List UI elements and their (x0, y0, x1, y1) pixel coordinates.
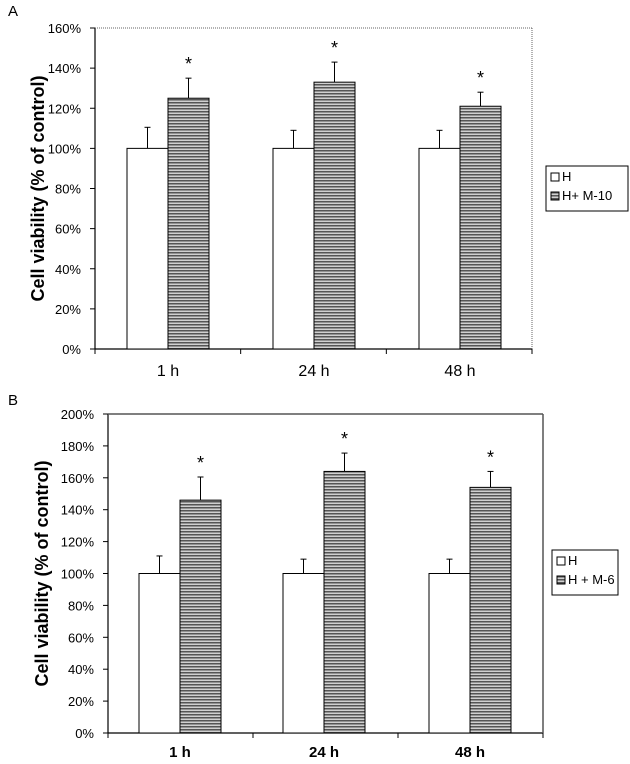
bar-h (272, 147, 315, 350)
x-category-label: 24 h (309, 744, 339, 761)
significance-marker: * (341, 429, 348, 449)
bar-treatment (313, 81, 356, 350)
legend-swatch-treatment (550, 191, 560, 201)
y-axis-label: Cell viability (% of control) (32, 460, 52, 686)
y-tick-label: 100% (48, 141, 82, 156)
y-tick-label: 40% (68, 662, 94, 677)
x-category-label: 1 h (157, 363, 179, 380)
significance-marker: * (487, 447, 494, 467)
y-tick-label: 80% (55, 182, 81, 197)
panel-label: B (8, 392, 18, 409)
y-tick-label: 160% (48, 21, 82, 36)
bar-treatment (167, 97, 210, 350)
legend-label: H+ M-10 (562, 188, 612, 203)
legend-label: H (568, 553, 577, 568)
y-tick-label: 180% (61, 439, 95, 454)
bar-treatment (469, 486, 512, 734)
y-tick-label: 140% (61, 503, 95, 518)
y-tick-label: 40% (55, 262, 81, 277)
legend-label: H (562, 169, 571, 184)
y-tick-label: 120% (61, 535, 95, 550)
y-tick-label: 160% (61, 471, 95, 486)
bar-treatment (179, 499, 222, 734)
bar-h (428, 573, 471, 734)
y-tick-label: 20% (55, 302, 81, 317)
y-tick-label: 60% (55, 222, 81, 237)
y-tick-label: 60% (68, 630, 94, 645)
panel-label: A (8, 3, 18, 20)
bar-h (418, 147, 461, 350)
legend-label: H + M-6 (568, 572, 615, 587)
y-tick-label: 0% (62, 342, 81, 357)
panel-a: A 0% 20% 40% 60% 80% 100% 120% 140% 160% Cell viab… (8, 3, 629, 380)
y-tick-label: 80% (68, 598, 94, 613)
legend-box (545, 165, 629, 212)
y-tick-label: 100% (61, 567, 95, 582)
bar-h (282, 573, 325, 734)
significance-marker: * (197, 453, 204, 473)
y-axis-label: Cell viability (% of control) (28, 75, 48, 301)
y-tick-label: 0% (75, 726, 94, 741)
bar-h (138, 573, 181, 734)
legend-swatch-treatment (556, 575, 566, 585)
y-tick-label: 20% (68, 694, 94, 709)
legend-swatch-h (556, 556, 566, 566)
y-tick-label: 140% (48, 61, 82, 76)
bar-treatment (323, 470, 366, 734)
x-category-label: 48 h (455, 744, 485, 761)
panel-b: B 0% 20% 40% 60% 80% 100% 120% 140% 160% 180% 200% C… (8, 392, 619, 761)
x-category-label: 1 h (169, 744, 191, 761)
bar-h (126, 147, 169, 350)
y-tick-label: 200% (61, 407, 95, 422)
significance-marker: * (185, 54, 192, 74)
x-category-label: 24 h (298, 363, 329, 380)
legend-swatch-h (550, 172, 560, 182)
significance-marker: * (331, 38, 338, 58)
y-tick-label: 120% (48, 101, 82, 116)
x-category-label: 48 h (444, 363, 475, 380)
significance-marker: * (477, 68, 484, 88)
bar-treatment (459, 105, 502, 350)
